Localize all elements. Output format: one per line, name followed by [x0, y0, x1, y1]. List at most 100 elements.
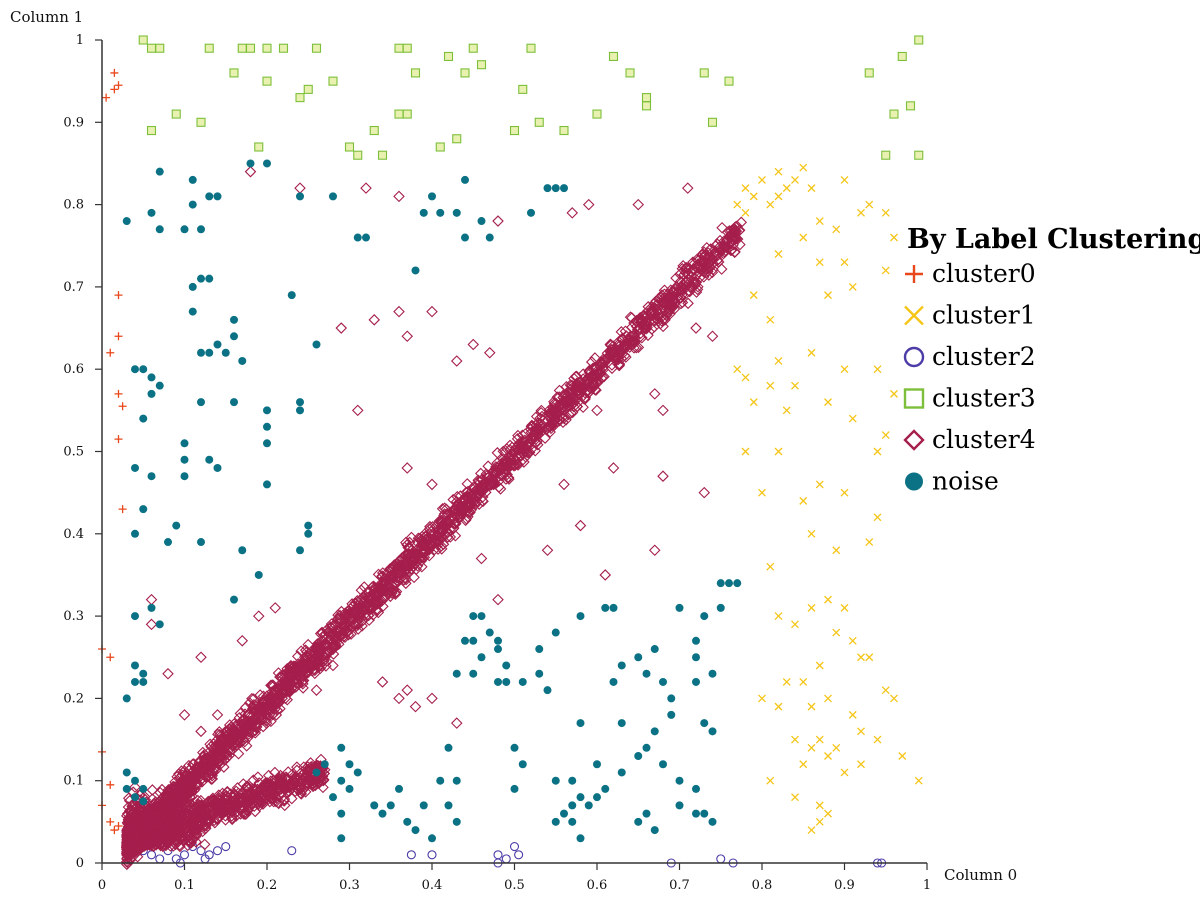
cluster4-point — [535, 406, 547, 419]
cluster4-point — [657, 404, 669, 417]
cluster4-point — [279, 668, 291, 681]
cluster1-point — [791, 620, 799, 629]
cluster4-point — [356, 615, 369, 627]
x-tick-label: 1 — [923, 878, 931, 893]
cluster4-point — [416, 551, 429, 564]
cluster4-point — [124, 806, 137, 818]
cluster4-point — [688, 257, 701, 270]
cluster4-point — [353, 611, 365, 624]
cluster3-point — [245, 43, 256, 53]
cluster4-point — [269, 602, 282, 614]
cluster4-point — [156, 837, 168, 850]
noise-point — [444, 801, 453, 810]
cluster1-point — [774, 250, 783, 258]
noise-point — [494, 677, 502, 686]
cluster0-point — [106, 780, 115, 789]
cluster4-point — [426, 692, 438, 705]
cluster4-point — [181, 792, 194, 805]
noise-point — [419, 208, 428, 217]
cluster4-point — [362, 585, 375, 598]
cluster4-point — [725, 236, 737, 249]
noise-point — [617, 768, 626, 777]
noise-point — [230, 332, 238, 341]
cluster1-point — [873, 365, 882, 374]
noise-point — [667, 694, 676, 703]
cluster4-point — [250, 784, 262, 797]
cluster1-point — [782, 677, 791, 686]
cluster4-point — [516, 429, 529, 442]
noise-point — [485, 233, 494, 242]
cluster4-point — [153, 826, 166, 839]
noise-point — [584, 801, 593, 810]
cluster3-point — [155, 43, 165, 53]
cluster4-point — [184, 801, 197, 814]
noise-point — [155, 620, 164, 629]
cluster4-point — [359, 599, 371, 612]
cluster2-point — [287, 846, 297, 856]
noise-point — [164, 538, 172, 547]
y-tick-label: 0.7 — [63, 280, 84, 295]
cluster4-point — [393, 190, 405, 203]
cluster4-point — [271, 792, 283, 804]
cluster4-point — [392, 561, 404, 574]
cluster0-point — [110, 68, 119, 77]
cluster1-point — [791, 175, 799, 184]
cluster4-point — [536, 410, 548, 423]
cluster4-point — [141, 805, 153, 818]
cluster4-point — [296, 676, 308, 688]
noise-point — [337, 834, 346, 843]
series-cluster1 — [733, 163, 923, 835]
noise-point — [221, 348, 230, 357]
cluster3-point — [146, 125, 157, 136]
cluster4-point — [417, 535, 430, 547]
cluster4-point — [428, 522, 440, 535]
noise-point — [444, 743, 453, 752]
cluster3-point — [559, 125, 569, 136]
cluster4-point — [312, 661, 325, 674]
cluster4-point — [690, 322, 702, 334]
cluster1-point — [807, 348, 816, 357]
x-tick-label: 0.8 — [752, 878, 773, 893]
noise-point — [287, 291, 296, 300]
cluster4-point — [212, 738, 224, 750]
cluster4-point — [243, 697, 256, 709]
cluster4-point — [424, 533, 437, 545]
cluster4-point — [250, 712, 263, 725]
cluster4-point — [312, 637, 325, 650]
noise-point — [560, 809, 568, 818]
noise-point — [510, 784, 519, 793]
noise-point — [263, 159, 271, 168]
cluster4-point — [243, 725, 256, 738]
cluster4-point — [632, 198, 645, 211]
cluster4-point — [686, 266, 698, 279]
noise-point — [716, 579, 725, 588]
noise-point — [395, 784, 403, 793]
cluster4-point — [660, 309, 673, 322]
noise-point — [428, 834, 436, 843]
noise-point — [378, 809, 387, 818]
cluster4-point — [122, 856, 135, 869]
cluster1-point — [799, 760, 808, 769]
cluster3-point — [476, 60, 487, 70]
cluster4-point — [249, 727, 262, 739]
cluster4-point — [205, 768, 218, 780]
noise-point — [617, 661, 626, 670]
cluster4-point — [146, 834, 158, 847]
cluster4-point — [473, 488, 485, 501]
cluster4-point — [711, 247, 723, 260]
cluster0-point — [118, 402, 127, 411]
noise-point — [337, 809, 346, 818]
cluster4-point — [376, 676, 389, 688]
noise-point — [428, 192, 436, 201]
cluster4-point — [278, 793, 291, 805]
cluster4-point — [139, 824, 152, 837]
noise-point — [477, 653, 486, 662]
cluster4-point — [247, 726, 259, 738]
cluster4-point — [566, 207, 579, 219]
cluster0-point — [114, 821, 123, 830]
cluster3-point — [641, 101, 652, 111]
noise-point — [659, 760, 667, 769]
cluster2-point — [501, 854, 511, 864]
cluster4-point — [256, 702, 269, 714]
